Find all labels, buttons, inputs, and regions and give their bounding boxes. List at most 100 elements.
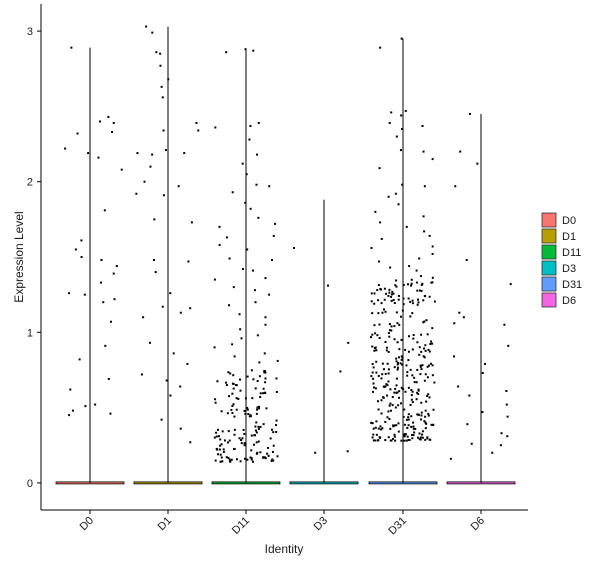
data-point bbox=[402, 303, 405, 306]
data-point bbox=[231, 392, 234, 395]
data-point bbox=[161, 96, 164, 99]
data-point bbox=[155, 51, 158, 54]
data-point bbox=[428, 234, 431, 237]
data-point bbox=[387, 380, 390, 383]
data-point bbox=[411, 390, 414, 393]
data-point bbox=[246, 248, 249, 251]
data-point bbox=[228, 395, 231, 398]
data-point bbox=[225, 236, 228, 239]
data-point bbox=[407, 416, 410, 419]
data-point bbox=[403, 439, 406, 442]
data-point bbox=[371, 333, 374, 336]
data-point bbox=[371, 363, 374, 366]
data-point bbox=[379, 436, 382, 439]
data-point bbox=[420, 414, 423, 417]
data-point bbox=[466, 423, 469, 426]
data-point bbox=[385, 383, 388, 386]
data-point bbox=[233, 428, 236, 431]
data-point bbox=[390, 299, 393, 302]
data-point bbox=[411, 348, 414, 351]
data-point bbox=[254, 425, 257, 428]
data-point bbox=[271, 428, 274, 431]
data-point bbox=[393, 302, 396, 305]
data-point bbox=[401, 363, 404, 366]
data-point bbox=[216, 380, 219, 383]
data-point bbox=[255, 431, 258, 434]
data-point bbox=[379, 46, 382, 49]
data-point bbox=[380, 412, 383, 415]
data-point bbox=[406, 435, 409, 438]
data-point bbox=[370, 300, 373, 303]
data-point bbox=[244, 397, 247, 400]
data-point bbox=[404, 109, 407, 112]
data-point bbox=[431, 281, 434, 284]
data-point bbox=[238, 313, 241, 316]
data-point bbox=[424, 415, 427, 418]
data-point bbox=[462, 316, 465, 319]
data-point bbox=[400, 37, 403, 40]
data-point bbox=[380, 399, 383, 402]
data-point bbox=[160, 418, 163, 421]
data-point bbox=[187, 260, 190, 263]
data-point bbox=[370, 292, 373, 295]
data-point bbox=[87, 152, 90, 155]
data-point bbox=[423, 185, 426, 188]
data-point bbox=[371, 345, 374, 348]
data-point bbox=[262, 456, 265, 459]
data-point bbox=[397, 203, 400, 206]
data-point bbox=[470, 442, 473, 445]
data-point bbox=[104, 344, 107, 347]
data-point bbox=[374, 346, 377, 349]
data-point bbox=[380, 428, 383, 431]
data-point bbox=[420, 333, 423, 336]
data-point bbox=[412, 421, 415, 424]
data-point bbox=[259, 392, 262, 395]
data-point bbox=[224, 381, 227, 384]
data-point bbox=[272, 431, 275, 434]
data-point bbox=[426, 376, 429, 379]
data-point bbox=[382, 308, 385, 311]
data-point bbox=[403, 408, 406, 411]
data-point bbox=[397, 404, 400, 407]
data-point bbox=[377, 284, 380, 287]
data-point bbox=[400, 127, 403, 130]
data-point bbox=[428, 350, 431, 353]
data-point bbox=[161, 305, 164, 308]
data-point bbox=[409, 300, 412, 303]
data-point bbox=[391, 290, 394, 293]
data-point bbox=[418, 346, 421, 349]
data-point bbox=[433, 300, 436, 303]
data-point bbox=[410, 282, 413, 285]
data-point bbox=[390, 293, 393, 296]
data-point bbox=[422, 299, 425, 302]
data-point bbox=[267, 454, 270, 457]
data-point bbox=[399, 362, 402, 365]
data-point bbox=[250, 457, 253, 460]
data-point bbox=[256, 408, 259, 411]
data-point bbox=[377, 260, 380, 263]
data-point bbox=[426, 437, 429, 440]
data-point bbox=[256, 406, 259, 409]
data-point bbox=[389, 388, 392, 391]
legend-item-d31: D31 bbox=[541, 276, 582, 292]
data-point bbox=[372, 386, 375, 389]
data-point bbox=[94, 403, 97, 406]
data-point bbox=[429, 438, 432, 441]
data-point bbox=[378, 323, 381, 326]
data-point bbox=[395, 279, 398, 282]
data-point bbox=[426, 365, 429, 368]
data-point bbox=[145, 25, 148, 28]
data-point bbox=[235, 384, 238, 387]
data-point bbox=[220, 456, 223, 459]
data-point bbox=[263, 352, 266, 355]
data-point bbox=[395, 391, 398, 394]
data-point bbox=[408, 265, 411, 268]
y-tick-label: 0 bbox=[27, 478, 33, 490]
data-point bbox=[257, 425, 260, 428]
data-point bbox=[235, 458, 238, 461]
data-point bbox=[396, 363, 399, 366]
data-point bbox=[391, 437, 394, 440]
data-point bbox=[225, 51, 228, 54]
data-point bbox=[421, 124, 424, 127]
data-point bbox=[253, 434, 256, 437]
